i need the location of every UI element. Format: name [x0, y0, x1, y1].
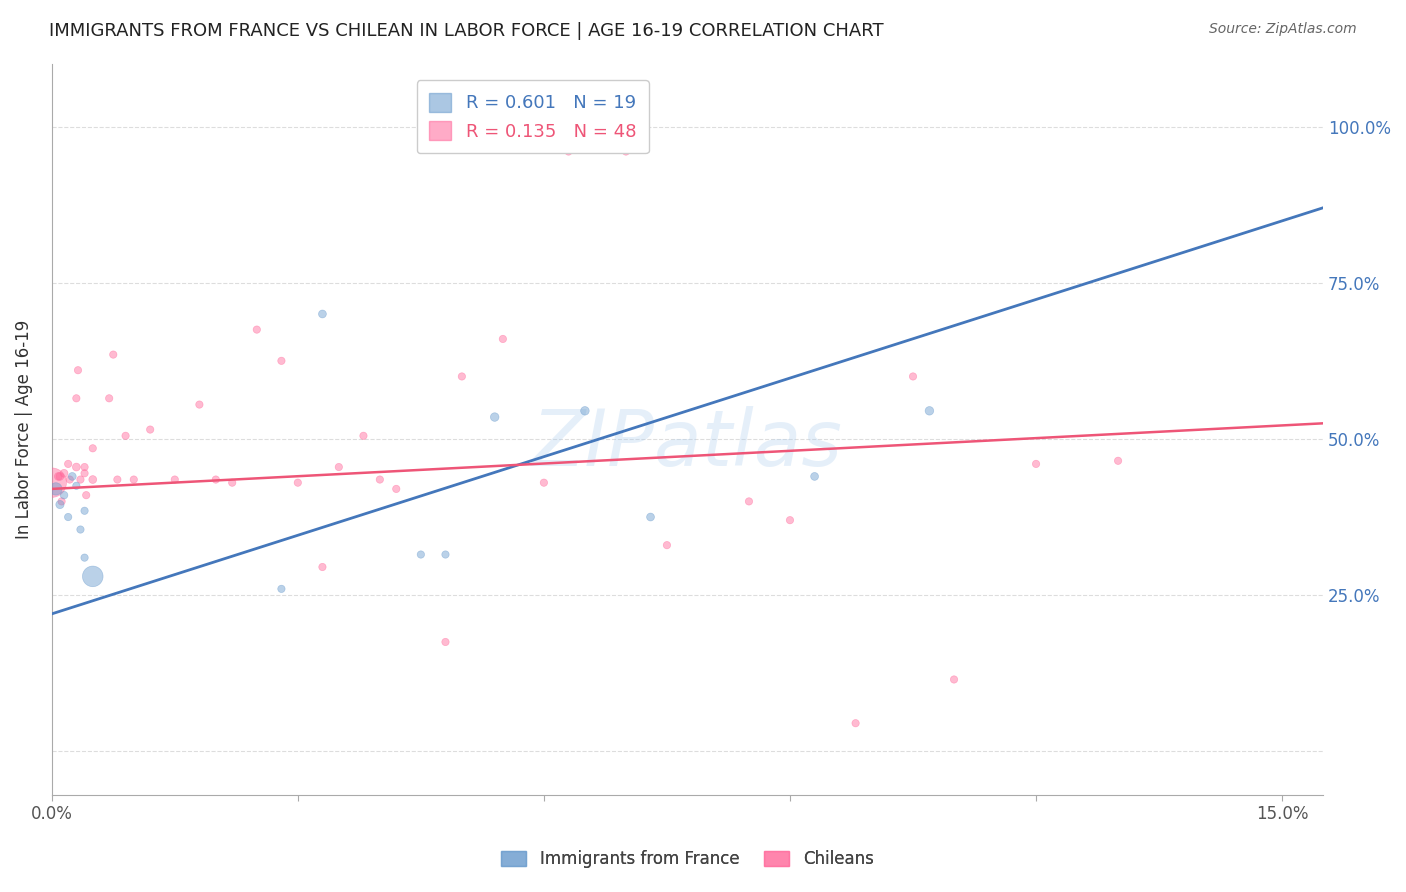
Point: [738, 494, 761, 508]
Point: [188, 398, 211, 412]
Point: [409, 548, 432, 562]
Point: [139, 423, 162, 437]
Point: [73, 504, 96, 518]
Point: [82, 569, 104, 583]
Point: [557, 145, 579, 159]
Point: [49, 498, 72, 512]
Point: [65, 460, 87, 475]
Point: [385, 482, 408, 496]
Point: [221, 475, 243, 490]
Point: [122, 473, 145, 487]
Y-axis label: In Labor Force | Age 16-19: In Labor Force | Age 16-19: [15, 320, 32, 539]
Point: [492, 332, 515, 346]
Point: [451, 369, 474, 384]
Point: [901, 369, 924, 384]
Point: [918, 404, 941, 418]
Point: [45, 482, 67, 496]
Point: [82, 442, 104, 456]
Point: [69, 523, 91, 537]
Point: [845, 716, 868, 731]
Point: [73, 467, 96, 481]
Point: [53, 467, 76, 481]
Point: [1107, 454, 1129, 468]
Point: [49, 469, 72, 483]
Point: [56, 510, 79, 524]
Point: [60, 469, 83, 483]
Legend: Immigrants from France, Chileans: Immigrants from France, Chileans: [495, 844, 880, 875]
Point: [246, 323, 269, 337]
Point: [82, 473, 104, 487]
Point: [270, 582, 292, 596]
Point: [65, 392, 87, 406]
Point: [98, 392, 121, 406]
Point: [53, 488, 76, 502]
Point: [75, 488, 97, 502]
Point: [640, 510, 662, 524]
Point: [73, 460, 96, 475]
Point: [270, 354, 292, 368]
Point: [1025, 457, 1047, 471]
Point: [311, 560, 333, 574]
Point: [46, 469, 69, 483]
Text: IMMIGRANTS FROM FRANCE VS CHILEAN IN LABOR FORCE | AGE 16-19 CORRELATION CHART: IMMIGRANTS FROM FRANCE VS CHILEAN IN LAB…: [49, 22, 884, 40]
Text: Source: ZipAtlas.com: Source: ZipAtlas.com: [1209, 22, 1357, 37]
Point: [779, 513, 801, 527]
Point: [69, 473, 91, 487]
Point: [434, 635, 457, 649]
Point: [103, 348, 125, 362]
Point: [287, 475, 309, 490]
Point: [204, 473, 226, 487]
Point: [66, 363, 89, 377]
Point: [311, 307, 333, 321]
Point: [434, 548, 457, 562]
Point: [614, 145, 637, 159]
Point: [368, 473, 391, 487]
Point: [352, 429, 374, 443]
Point: [51, 494, 73, 508]
Point: [56, 457, 79, 471]
Point: [59, 473, 82, 487]
Point: [943, 673, 966, 687]
Text: ZIPatlas: ZIPatlas: [531, 406, 842, 483]
Point: [655, 538, 678, 552]
Point: [114, 429, 136, 443]
Point: [65, 479, 87, 493]
Point: [41, 475, 63, 490]
Point: [574, 404, 596, 418]
Point: [803, 469, 825, 483]
Point: [484, 410, 506, 425]
Point: [533, 475, 555, 490]
Point: [328, 460, 350, 475]
Point: [163, 473, 186, 487]
Point: [105, 473, 128, 487]
Point: [73, 550, 96, 565]
